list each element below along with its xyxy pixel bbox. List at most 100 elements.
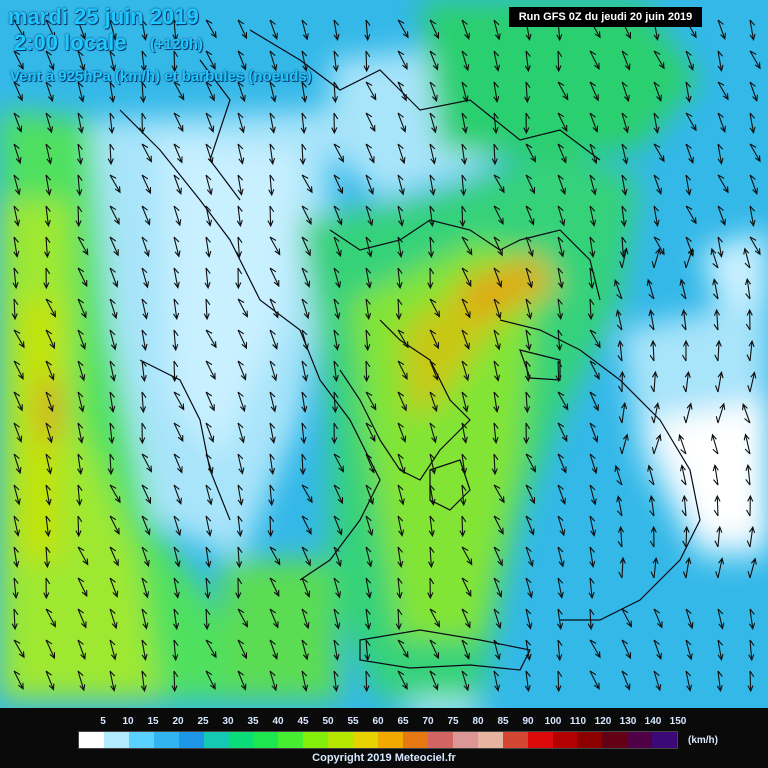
wind-barb-icon [681,308,688,331]
wind-barb-icon [429,143,437,165]
wind-barb-icon [525,577,534,599]
wind-barb-icon [493,19,501,41]
wind-barb-icon [429,422,438,444]
wind-barb-icon [45,143,53,165]
wind-barb-icon [589,484,597,506]
wind-barb-icon [685,50,694,72]
wind-barb-icon [13,112,23,133]
wind-barb-icon [397,174,405,196]
wind-barb-icon [365,205,374,227]
wind-barb-icon [331,81,339,104]
legend-tick-label: 55 [347,716,359,727]
wind-barb-icon [45,81,54,103]
wind-barb-icon [525,515,535,536]
wind-barb-icon [395,298,403,321]
wind-barb-icon [13,81,23,102]
wind-barb-icon [397,143,406,165]
wind-barb-icon [589,639,601,659]
wind-barb-icon [173,546,181,568]
legend-swatch [602,732,628,748]
wind-barb-icon [301,577,311,598]
wind-barb-icon [364,639,371,662]
wind-barb-icon [743,247,751,269]
wind-barb-icon [77,670,86,692]
wind-barb-icon [77,360,86,382]
wind-barb-icon [748,639,755,662]
legend-swatch [527,732,553,748]
wind-barb-icon [589,205,597,227]
wind-barb-icon [745,463,752,486]
wind-barb-icon [749,112,756,134]
wind-barb-icon [237,19,248,40]
wind-barb-icon [109,546,119,567]
wind-barb-icon [365,236,373,258]
wind-barb-icon [141,298,149,320]
wind-barb-icon [11,608,19,631]
wind-barb-icon [619,247,629,269]
wind-barb-icon [523,112,531,135]
wind-barb-icon [141,546,150,568]
wind-barb-icon [45,453,53,475]
wind-barb-icon [589,453,598,475]
wind-barb-icon [525,267,534,289]
wind-barb-icon [461,81,469,103]
wind-barb-icon [429,81,438,103]
wind-barb-icon [589,391,599,412]
wind-barb-icon [45,329,56,350]
wind-barb-icon [461,50,470,72]
wind-barb-icon [236,515,243,538]
wind-barb-icon [141,577,150,599]
wind-barb-icon [427,577,435,600]
wind-barb-icon [461,546,473,566]
wind-barb-icon [714,525,723,548]
wind-barb-icon [237,484,244,506]
wind-barb-icon [205,143,214,165]
legend-swatch [253,732,279,748]
wind-barb-icon [397,360,408,380]
wind-barb-icon [395,608,403,631]
wind-barb-icon [461,577,472,598]
wind-barb-icon [365,391,377,411]
wind-barb-icon [13,50,24,70]
wind-barb-icon [13,360,24,380]
wind-barb-icon [589,670,600,690]
wind-barb-icon [141,608,149,630]
wind-barb-icon [621,112,630,134]
legend-swatch [328,732,354,748]
wind-barb-icon [365,577,372,599]
wind-barb-icon [397,453,406,475]
wind-barb-icon [646,278,655,300]
wind-barb-icon [236,205,243,228]
legend-swatch [228,732,254,748]
wind-barb-icon [269,639,278,661]
wind-barb-icon [717,608,725,630]
wind-barb-icon [493,577,503,598]
wind-barb-icon [461,112,468,134]
wind-barb-icon [461,639,470,661]
wind-barb-icon [45,112,54,134]
wind-barb-icon [333,143,344,163]
wind-barb-icon [749,608,756,631]
wind-barb-icon [172,639,179,662]
wind-barb-icon [173,577,180,599]
wind-barb-icon [744,277,751,300]
wind-barb-icon [333,577,342,599]
wind-barb-icon [589,329,601,349]
wind-barb-icon [461,143,468,166]
wind-barb-icon [332,360,339,383]
wind-barbs [11,19,761,693]
wind-barb-icon [460,484,467,507]
wind-barb-icon [237,174,244,196]
legend-tick-label: 10 [122,716,134,727]
wind-barb-icon [710,247,719,269]
wind-barb-icon [301,360,309,382]
wind-barb-icon [396,267,403,290]
wind-barb-icon [13,639,25,659]
wind-barb-icon [618,556,626,579]
wind-barb-icon [237,422,246,444]
wind-barb-icon [45,298,56,318]
wind-barb-icon [205,360,216,380]
wind-barb-icon [301,670,309,692]
wind-barb-icon [141,639,148,661]
